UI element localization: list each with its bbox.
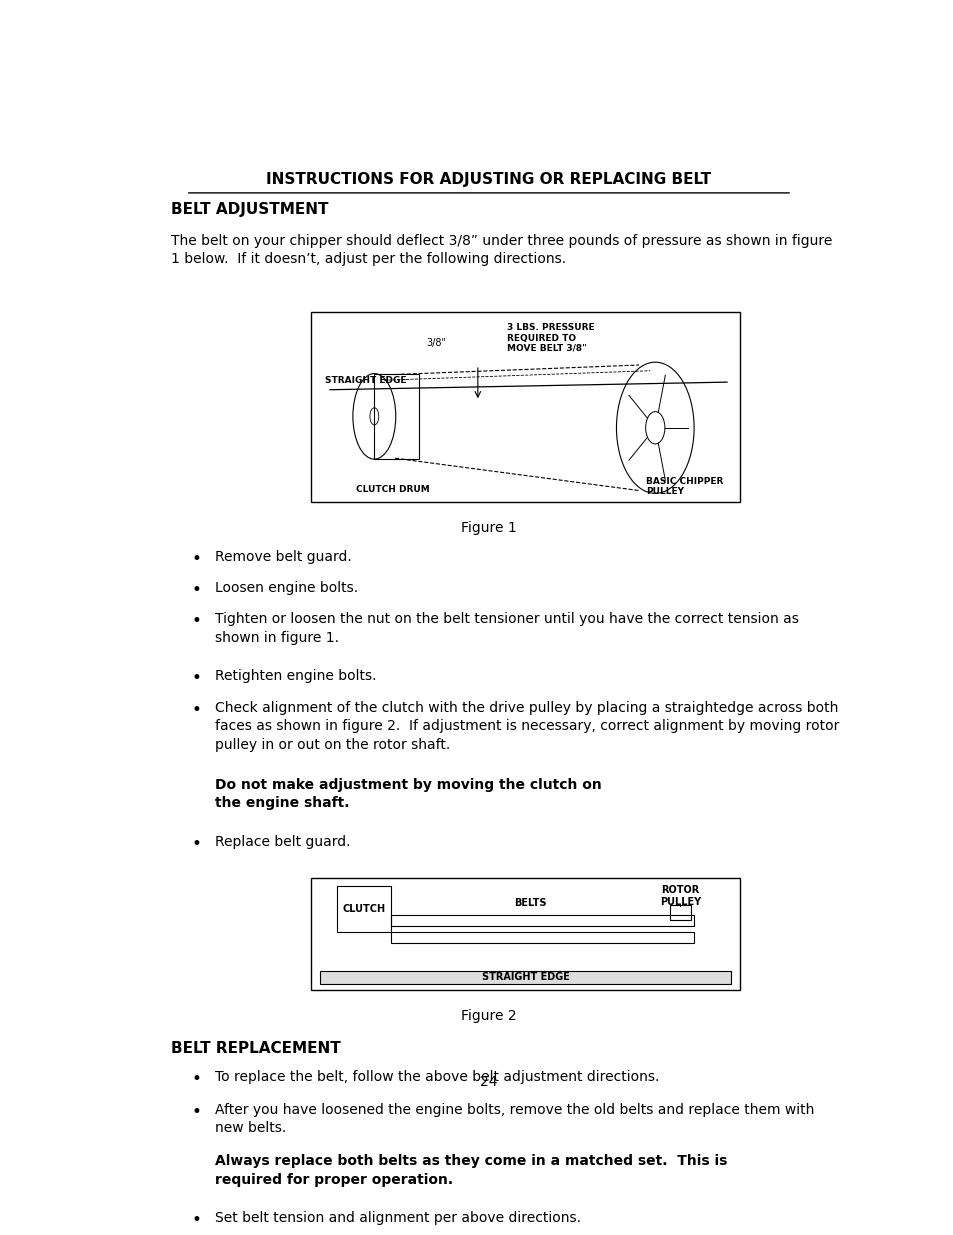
Bar bbox=[320, 971, 731, 984]
Text: •: • bbox=[192, 700, 202, 719]
Text: Always replace both belts as they come in a matched set.  This is
required for p: Always replace both belts as they come i… bbox=[215, 1155, 727, 1187]
Text: Retighten engine bolts.: Retighten engine bolts. bbox=[215, 669, 376, 683]
Bar bbox=[669, 905, 690, 920]
Text: •: • bbox=[192, 1103, 202, 1121]
Bar bbox=[337, 887, 390, 931]
Text: •: • bbox=[192, 613, 202, 630]
Bar bbox=[390, 915, 694, 926]
Text: •: • bbox=[192, 835, 202, 853]
Text: BASIC CHIPPER
PULLEY: BASIC CHIPPER PULLEY bbox=[646, 477, 723, 496]
Text: The belt on your chipper should deflect 3/8” under three pounds of pressure as s: The belt on your chipper should deflect … bbox=[171, 233, 832, 267]
Text: ROTOR
PULLEY: ROTOR PULLEY bbox=[659, 885, 700, 906]
Text: Figure 2: Figure 2 bbox=[460, 1009, 517, 1023]
Text: •: • bbox=[192, 1070, 202, 1088]
Text: Do not make adjustment by moving the clutch on
the engine shaft.: Do not make adjustment by moving the clu… bbox=[215, 778, 601, 810]
Text: CLUTCH DRUM: CLUTCH DRUM bbox=[355, 485, 429, 494]
Bar bbox=[390, 931, 694, 944]
Text: STRAIGHT EDGE: STRAIGHT EDGE bbox=[481, 972, 569, 982]
Text: STRAIGHT EDGE: STRAIGHT EDGE bbox=[324, 375, 406, 385]
Text: BELTS: BELTS bbox=[514, 898, 546, 908]
Text: 3 LBS. PRESSURE
REQUIRED TO
MOVE BELT 3/8": 3 LBS. PRESSURE REQUIRED TO MOVE BELT 3/… bbox=[507, 324, 595, 353]
Text: INSTRUCTIONS FOR ADJUSTING OR REPLACING BELT: INSTRUCTIONS FOR ADJUSTING OR REPLACING … bbox=[266, 172, 711, 186]
Text: •: • bbox=[192, 1212, 202, 1229]
Text: Set belt tension and alignment per above directions.: Set belt tension and alignment per above… bbox=[215, 1212, 580, 1225]
Text: •: • bbox=[192, 550, 202, 568]
Text: Figure 1: Figure 1 bbox=[460, 521, 517, 535]
Text: CLUTCH: CLUTCH bbox=[342, 904, 385, 914]
Text: Remove belt guard.: Remove belt guard. bbox=[215, 550, 352, 563]
Text: To replace the belt, follow the above belt adjustment directions.: To replace the belt, follow the above be… bbox=[215, 1070, 659, 1083]
Text: 3/8": 3/8" bbox=[426, 338, 446, 348]
Text: Loosen engine bolts.: Loosen engine bolts. bbox=[215, 580, 358, 595]
Text: Replace belt guard.: Replace belt guard. bbox=[215, 835, 351, 848]
Text: •: • bbox=[192, 580, 202, 599]
Text: After you have loosened the engine bolts, remove the old belts and replace them : After you have loosened the engine bolts… bbox=[215, 1103, 814, 1135]
Text: Tighten or loosen the nut on the belt tensioner until you have the correct tensi: Tighten or loosen the nut on the belt te… bbox=[215, 613, 799, 645]
Text: 24: 24 bbox=[479, 1074, 497, 1089]
Text: BELT REPLACEMENT: BELT REPLACEMENT bbox=[171, 1041, 340, 1056]
Text: BELT ADJUSTMENT: BELT ADJUSTMENT bbox=[171, 203, 328, 217]
Text: Check alignment of the clutch with the drive pulley by placing a straightedge ac: Check alignment of the clutch with the d… bbox=[215, 700, 839, 752]
Text: •: • bbox=[192, 669, 202, 688]
